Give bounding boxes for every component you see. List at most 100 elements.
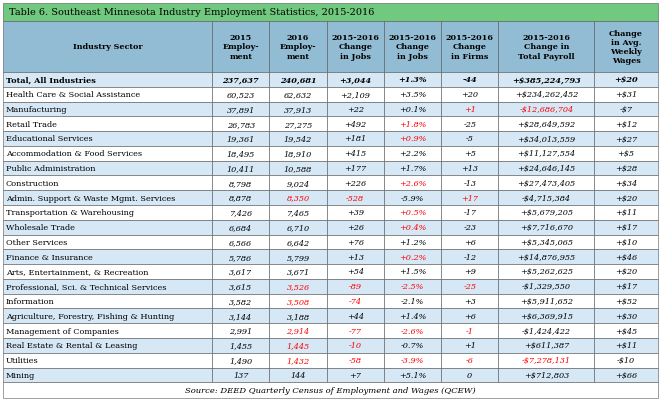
Bar	[594, 353, 658, 368]
Text: Arts, Entertainment, & Recreation: Arts, Entertainment, & Recreation	[6, 268, 149, 276]
Bar	[212, 220, 270, 235]
Text: -23: -23	[463, 224, 476, 232]
Text: 62,632: 62,632	[284, 91, 312, 99]
Bar	[327, 353, 384, 368]
Text: +$11,127,554: +$11,127,554	[518, 150, 575, 158]
Text: Utilities: Utilities	[6, 356, 39, 364]
Bar	[441, 102, 498, 117]
Bar	[441, 73, 498, 87]
Text: 26,783: 26,783	[227, 120, 255, 128]
Bar	[498, 235, 594, 250]
Text: Source: DEED Quarterly Census of Employment and Wages (QCEW): Source: DEED Quarterly Census of Employm…	[185, 386, 476, 394]
Bar	[212, 353, 270, 368]
Bar	[212, 176, 270, 191]
Text: +$20: +$20	[615, 268, 637, 276]
Text: +22: +22	[347, 106, 364, 114]
Bar	[270, 323, 327, 338]
Bar	[270, 161, 327, 176]
Text: -2.1%: -2.1%	[401, 297, 424, 305]
Bar	[327, 368, 384, 382]
Text: -2.5%: -2.5%	[401, 283, 424, 290]
Bar	[594, 279, 658, 294]
Bar	[384, 102, 441, 117]
Text: +$12: +$12	[615, 120, 637, 128]
Bar	[3, 4, 658, 22]
Bar	[212, 309, 270, 323]
Text: -$4,715,384: -$4,715,384	[522, 194, 571, 202]
Text: +13: +13	[347, 253, 364, 261]
Text: 19,542: 19,542	[284, 135, 312, 143]
Bar	[3, 102, 212, 117]
Text: +$24,646,145: +$24,646,145	[518, 165, 575, 173]
Bar	[212, 73, 270, 87]
Text: 3,526: 3,526	[286, 283, 309, 290]
Bar	[594, 250, 658, 264]
Bar	[498, 102, 594, 117]
Text: +$34,013,559: +$34,013,559	[518, 135, 575, 143]
Bar	[384, 264, 441, 279]
Bar	[327, 117, 384, 132]
Text: +$11: +$11	[615, 209, 637, 217]
Bar	[594, 368, 658, 382]
Text: +2.2%: +2.2%	[399, 150, 426, 158]
Text: 19,361: 19,361	[227, 135, 255, 143]
Bar	[3, 264, 212, 279]
Bar	[441, 132, 498, 147]
Bar	[270, 368, 327, 382]
Bar	[270, 264, 327, 279]
Bar	[270, 250, 327, 264]
Bar	[594, 205, 658, 220]
Text: 3,617: 3,617	[229, 268, 253, 276]
Text: -77: -77	[349, 327, 362, 335]
Text: 2016
Employ-
ment: 2016 Employ- ment	[280, 34, 317, 60]
Text: 3,582: 3,582	[229, 297, 253, 305]
Text: -44: -44	[463, 76, 477, 84]
Bar	[327, 294, 384, 309]
Bar	[441, 147, 498, 161]
Bar	[441, 294, 498, 309]
Text: Admin. Support & Waste Mgmt. Services: Admin. Support & Waste Mgmt. Services	[6, 194, 175, 202]
Text: +$52: +$52	[615, 297, 637, 305]
Text: Finance & Insurance: Finance & Insurance	[6, 253, 93, 261]
Bar	[3, 87, 212, 102]
Bar	[270, 176, 327, 191]
Text: 1,490: 1,490	[229, 356, 253, 364]
Text: 10,588: 10,588	[284, 165, 312, 173]
Text: -$7: -$7	[619, 106, 633, 114]
Text: 3,188: 3,188	[286, 312, 309, 320]
Bar	[3, 368, 212, 382]
Bar	[384, 132, 441, 147]
Bar	[327, 279, 384, 294]
Bar	[594, 147, 658, 161]
Bar	[212, 205, 270, 220]
Text: Transportation & Warehousing: Transportation & Warehousing	[6, 209, 134, 217]
Text: Educational Services: Educational Services	[6, 135, 93, 143]
Bar	[441, 353, 498, 368]
Text: Agriculture, Forestry, Fishing & Hunting: Agriculture, Forestry, Fishing & Hunting	[6, 312, 175, 320]
Bar	[327, 220, 384, 235]
Bar	[212, 132, 270, 147]
Text: +54: +54	[347, 268, 364, 276]
Bar	[327, 338, 384, 353]
Bar	[270, 338, 327, 353]
Text: -0.7%: -0.7%	[401, 341, 424, 350]
Text: +$66: +$66	[615, 371, 637, 379]
Bar	[3, 117, 212, 132]
Text: 0: 0	[467, 371, 473, 379]
Bar	[384, 294, 441, 309]
Text: 3,615: 3,615	[229, 283, 253, 290]
Bar	[3, 132, 212, 147]
Bar	[441, 323, 498, 338]
Bar	[270, 191, 327, 205]
Bar	[441, 220, 498, 235]
Text: +$5,345,065: +$5,345,065	[520, 238, 573, 246]
Text: +181: +181	[344, 135, 366, 143]
Bar	[212, 294, 270, 309]
Text: +$6,369,915: +$6,369,915	[520, 312, 573, 320]
Bar	[498, 250, 594, 264]
Text: +1.3%: +1.3%	[398, 76, 427, 84]
Text: +1.5%: +1.5%	[399, 268, 426, 276]
Text: -25: -25	[463, 283, 476, 290]
Text: +7: +7	[349, 371, 361, 379]
Text: Retail Trade: Retail Trade	[6, 120, 57, 128]
